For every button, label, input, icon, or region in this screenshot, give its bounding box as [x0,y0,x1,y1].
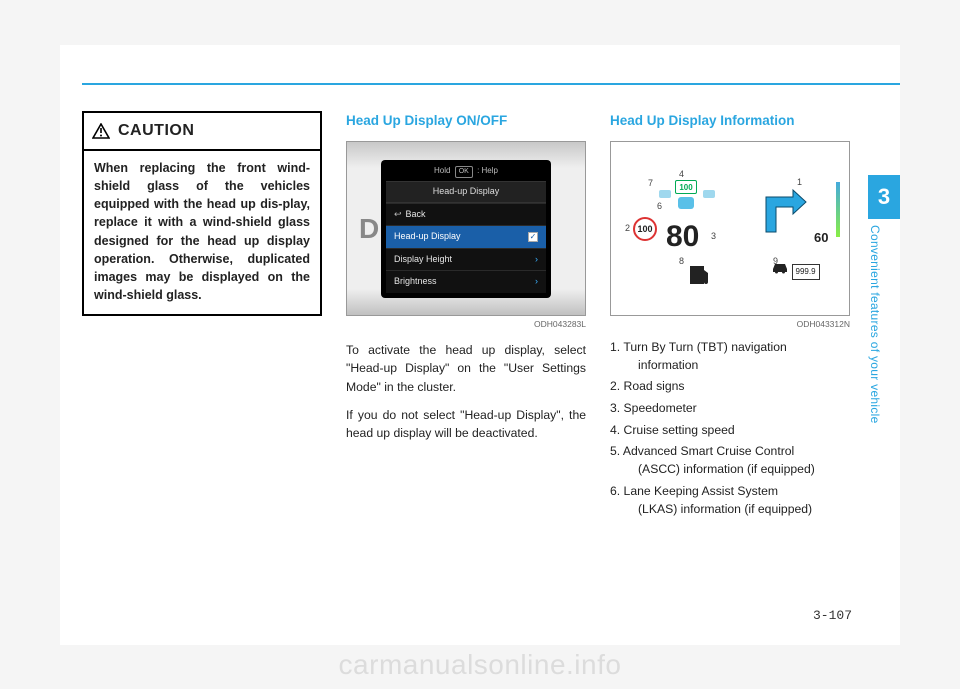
menu-height-label: Display Height [394,253,452,267]
side-tab: 3 Convenient features of your vehicle [868,175,900,485]
nav-bar-icon [836,182,840,237]
chevron-right-icon: › [535,275,538,289]
caution-body: When replacing the front wind-shield gla… [84,151,320,314]
info-list: 1. Turn By Turn (TBT) navigation informa… [610,339,850,518]
odometer: 999.9 [771,260,820,280]
list-item: 6. Lane Keeping Assist System (LKAS) inf… [624,483,850,518]
col2-heading: Head Up Display ON/OFF [346,111,586,131]
gear-d-badge: D [359,208,379,250]
speedometer-value: 80 [666,214,699,259]
callout-2: 2 [625,222,630,236]
watermark: carmanualsonline.info [339,649,622,681]
chapter-label: Convenient features of your vehicle [868,225,882,485]
li1a: 1. Turn By Turn (TBT) navigation [610,340,787,354]
lcd-panel: Hold OK : Help Head-up Display ↩ Back Hea… [381,160,551,298]
checkbox-icon: ✓ [528,232,538,242]
callout-7: 7 [648,177,653,191]
list-item: 1. Turn By Turn (TBT) navigation informa… [624,339,850,374]
column-2: Head Up Display ON/OFF D Hold OK : Help … [346,111,586,522]
lcd-hint: Hold OK : Help [386,165,546,182]
chevron-right-icon: › [535,253,538,267]
li6a: 6. Lane Keeping Assist System [610,484,778,498]
li5b: (ASCC) information (if equipped) [624,461,850,479]
hud-screenshot: 4 7 1 6 5 2 3 8 9 100 100 80 [610,141,850,316]
nav-distance: 60 [814,228,828,248]
menu-row-back: ↩ Back [386,203,546,226]
page-number: 3-107 [813,608,852,623]
menu-brightness-label: Brightness [394,275,437,289]
odometer-value: 999.9 [792,264,820,280]
callout-3: 3 [711,230,716,244]
menu-row-brightness: Brightness › [386,270,546,293]
side-car-right-icon [703,190,715,198]
li5a: 5. Advanced Smart Cruise Control [610,444,794,458]
menu-figure: D Hold OK : Help Head-up Display ↩ Back [346,141,586,331]
tbt-arrow-icon [751,182,811,238]
caution-header: CAUTION [84,113,320,151]
warning-icon [92,123,110,139]
front-car-icon [678,197,694,209]
figure-caption-1: ODH043283L [346,318,586,331]
menu-row-height: Display Height › [386,248,546,271]
back-label: Back [406,209,426,219]
ok-button-icon: OK [455,166,473,179]
column-1: CAUTION When replacing the front wind-sh… [82,111,322,522]
chapter-number: 3 [868,175,900,219]
li6b: (LKAS) information (if equipped) [624,501,850,519]
col3-heading: Head Up Display Information [610,111,850,131]
figure-caption-2: ODH043312N [610,318,850,331]
col2-para-1: To activate the head up display, select … [346,341,586,396]
road-sign-value: 100 [637,223,652,237]
caution-title: CAUTION [118,119,194,143]
list-item: 2. Road signs [624,378,850,396]
callout-6: 6 [657,200,662,214]
menu-row-hud: Head-up Display ✓ [386,225,546,248]
col2-para-2: If you do not select "Head-up Display", … [346,406,586,443]
content-columns: CAUTION When replacing the front wind-sh… [82,111,852,522]
fuel-icon [686,260,714,288]
help-label: : Help [477,166,498,175]
li1b: information [624,357,850,375]
caution-box: CAUTION When replacing the front wind-sh… [82,111,322,316]
road-sign-icon: 100 [633,217,657,241]
menu-screenshot: D Hold OK : Help Head-up Display ↩ Back [346,141,586,316]
car-icon [771,260,789,274]
side-car-left-icon [659,190,671,198]
li2: 2. Road signs [610,379,685,393]
cruise-speed-box: 100 [675,180,697,194]
manual-page: CAUTION When replacing the front wind-sh… [60,45,900,645]
li3: 3. Speedometer [610,401,697,415]
hold-label: Hold [434,166,450,175]
list-item: 3. Speedometer [624,400,850,418]
lcd-title: Head-up Display [386,181,546,203]
column-3: Head Up Display Information 4 7 1 6 5 2 … [610,111,850,522]
hud-figure: 4 7 1 6 5 2 3 8 9 100 100 80 [610,141,850,331]
back-icon: ↩ [394,209,402,219]
top-rule [82,83,900,85]
li4: 4. Cruise setting speed [610,423,735,437]
list-item: 5. Advanced Smart Cruise Control (ASCC) … [624,443,850,478]
menu-hud-label: Head-up Display [394,230,461,244]
list-item: 4. Cruise setting speed [624,422,850,440]
